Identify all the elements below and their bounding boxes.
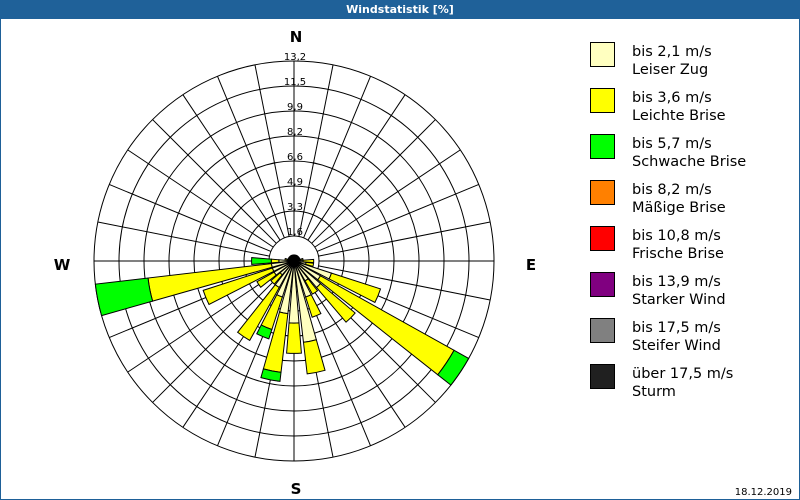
legend-label: bis 17,5 m/s Steifer Wind: [632, 319, 721, 355]
wedge-101.25-class-2: [305, 261, 315, 267]
grid-spoke: [318, 265, 491, 301]
wedge-123.75-class-2: [317, 275, 455, 376]
wedge-180-class-2: [286, 322, 302, 354]
wedge-157.5-class-2: [305, 294, 322, 318]
grid-spoke: [127, 274, 274, 373]
legend-name: Frische Brise: [632, 246, 724, 262]
wedge-270-class-3: [251, 257, 272, 265]
grid-spoke: [152, 119, 277, 244]
legend-name: Sturm: [632, 384, 676, 400]
wedge-191.25-class-3: [260, 368, 282, 382]
grid-spoke: [307, 281, 406, 428]
title-bar: Windstatistik [%]: [0, 0, 800, 19]
ring-label: 6,6: [287, 152, 303, 163]
grid-spoke: [303, 76, 371, 239]
legend-label: bis 13,9 m/s Starker Wind: [632, 273, 726, 309]
compass-e: E: [526, 256, 536, 274]
ring-label: 13,2: [284, 52, 306, 63]
ring-label: 9,9: [287, 102, 303, 113]
wedge-247.5-class-2: [202, 267, 275, 306]
legend-speed: bis 8,2 m/s: [632, 182, 712, 198]
legend-name: Schwache Brise: [632, 154, 747, 170]
wedge-90-class-2: [302, 258, 315, 264]
ring-label: 8,2: [287, 127, 303, 138]
wedge-112.5-class-2: [328, 272, 382, 304]
date-label: 18.12.2019: [734, 487, 792, 498]
grid-spoke: [314, 149, 461, 248]
wedge-236.25-class-2: [256, 271, 277, 289]
legend-swatch: [590, 134, 615, 159]
ring-label: 4,9: [287, 177, 303, 188]
wedge-213.75-class-2: [236, 284, 280, 342]
legend-speed: bis 10,8 m/s: [632, 228, 721, 244]
legend-name: Steifer Wind: [632, 338, 721, 354]
grid-spoke: [97, 221, 270, 257]
grid-spoke: [254, 64, 290, 237]
legend-name: Mäßige Brise: [632, 200, 726, 216]
wedge-258.75-class-3: [94, 277, 154, 317]
grid-spoke: [307, 94, 406, 241]
legend-swatch: [590, 226, 615, 251]
legend-label: bis 5,7 m/s Schwache Brise: [632, 135, 746, 171]
legend-label: bis 8,2 m/s Mäßige Brise: [632, 181, 726, 217]
wedge-270-class-2: [270, 258, 280, 264]
ring-label: 11,5: [284, 77, 306, 88]
wedge-225-class-2: [270, 272, 283, 285]
legend-name: Starker Wind: [632, 292, 726, 308]
ring-label: 3,3: [287, 202, 303, 213]
grid-spoke: [311, 119, 436, 244]
legend-swatch: [590, 364, 615, 389]
legend-name: Leiser Zug: [632, 62, 709, 78]
legend-swatch: [590, 318, 615, 343]
compass-n: N: [290, 28, 303, 46]
compass-s: S: [291, 480, 302, 498]
legend-label: über 17,5 m/s Sturm: [632, 365, 733, 401]
legend-speed: über 17,5 m/s: [632, 366, 734, 382]
legend-speed: bis 17,5 m/s: [632, 320, 721, 336]
grid-spoke: [127, 149, 274, 248]
grid-spoke: [316, 184, 479, 252]
wedge-123.75-class-3: [437, 349, 470, 386]
legend-swatch: [590, 272, 615, 297]
wedge-348.75-class-2: [291, 254, 295, 258]
legend-name: Leichte Brise: [632, 108, 726, 124]
wedge-146.25-class-2: [304, 278, 319, 295]
grid-spoke: [152, 278, 277, 403]
grid-spoke: [298, 64, 334, 237]
grid-spoke: [318, 221, 491, 257]
legend-speed: bis 3,6 m/s: [632, 90, 712, 106]
grid-spoke: [109, 184, 272, 252]
legend-label: bis 10,8 m/s Frische Brise: [632, 227, 724, 263]
legend-swatch: [590, 180, 615, 205]
legend-speed: bis 13,9 m/s: [632, 274, 721, 290]
grid-spoke: [182, 94, 281, 241]
legend-label: bis 2,1 m/s Leiser Zug: [632, 43, 712, 79]
grid-spoke: [217, 76, 285, 239]
wedge-281.25-class-2: [284, 257, 289, 261]
ring-label: 1,6: [287, 227, 303, 238]
compass-w: W: [54, 256, 71, 274]
legend-speed: bis 2,1 m/s: [632, 44, 712, 60]
wedge-168.75-class-2: [302, 339, 326, 375]
wedge-135-class-2: [315, 282, 356, 323]
legend-swatch: [590, 42, 615, 67]
legend-label: bis 3,6 m/s Leichte Brise: [632, 89, 726, 125]
legend-speed: bis 5,7 m/s: [632, 136, 712, 152]
wedge-202.5-class-3: [256, 324, 273, 340]
legend-swatch: [590, 88, 615, 113]
